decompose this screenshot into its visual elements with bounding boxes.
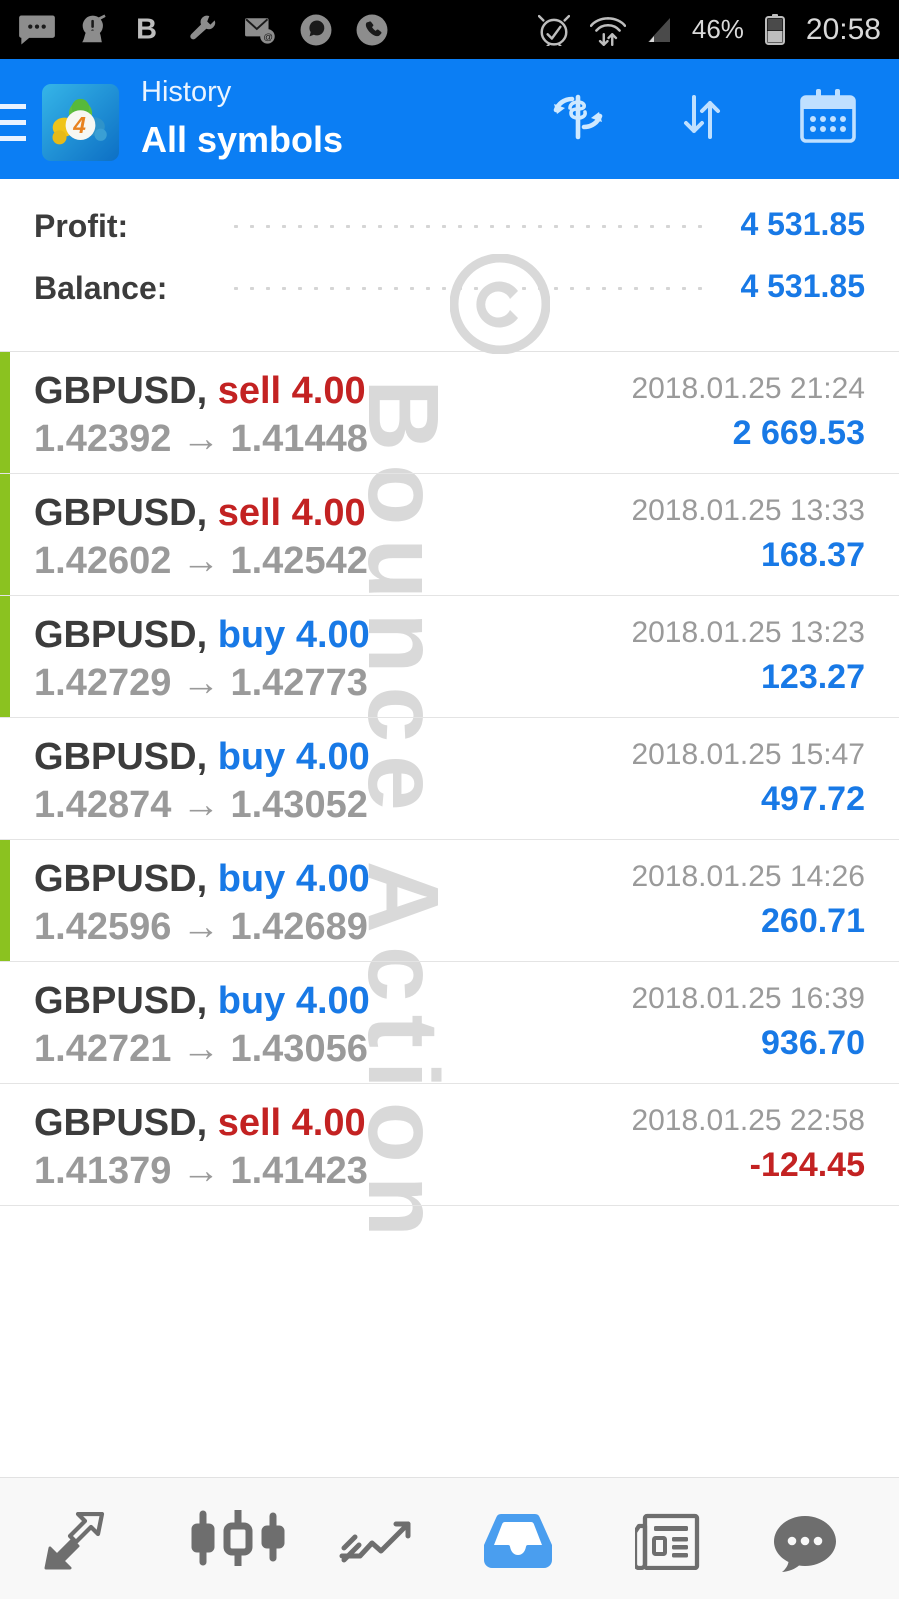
svg-text:B: B	[136, 15, 157, 45]
svg-text:4: 4	[72, 112, 86, 138]
svg-text:@: @	[263, 31, 273, 42]
